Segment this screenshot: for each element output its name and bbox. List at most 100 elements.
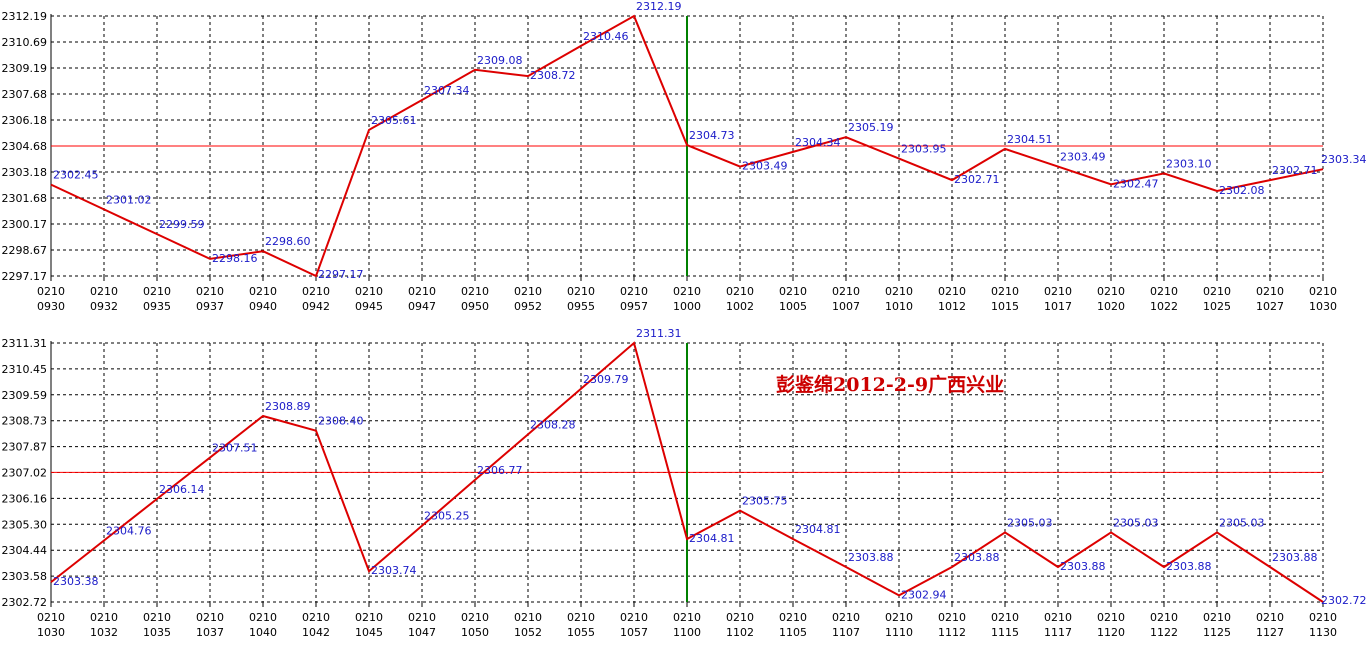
chart1-x-tick-date: 0210	[249, 285, 277, 298]
chart2-x-tick-label: 1120	[1097, 626, 1125, 639]
chart1-x-tick-date: 0210	[90, 285, 118, 298]
chart2-data-label: 2305.25	[424, 510, 470, 523]
chart1-x-tick-date: 0210	[1309, 285, 1337, 298]
chart1-x-tick-label: 0930	[37, 300, 65, 313]
chart1-y-tick-label: 2297.17	[2, 270, 48, 283]
chart2-x-tick-date: 0210	[514, 611, 542, 624]
chart1-x-tick-label: 0935	[143, 300, 171, 313]
chart2-data-label: 2303.88	[1272, 551, 1318, 564]
chart2-x-tick-date: 0210	[567, 611, 595, 624]
chart2-x-tick-date: 0210	[620, 611, 648, 624]
chart1-data-label: 2305.61	[371, 114, 417, 127]
chart2-x-tick-label: 1122	[1150, 626, 1178, 639]
chart1-x-tick-label: 0955	[567, 300, 595, 313]
chart1-data-label: 2303.95	[901, 143, 947, 156]
watermark-text: 彭鉴绵2012-2-9广西兴业	[776, 374, 1005, 396]
chart1-x-tick-date: 0210	[408, 285, 436, 298]
chart1-y-tick-label: 2301.68	[2, 192, 48, 205]
chart1-x-tick-date: 0210	[37, 285, 65, 298]
chart2-data-label: 2303.88	[954, 551, 1000, 564]
chart2-x-tick-date: 0210	[249, 611, 277, 624]
chart1-data-label: 2303.49	[1060, 151, 1106, 164]
chart2-x-tick-date: 0210	[885, 611, 913, 624]
chart1-x-tick-date: 0210	[1256, 285, 1284, 298]
chart1-data-label: 2303.49	[742, 160, 788, 173]
chart2-x-tick-label: 1037	[196, 626, 224, 639]
chart1-data-label: 2308.72	[530, 69, 576, 82]
chart1-x-tick-date: 0210	[143, 285, 171, 298]
chart2-x-tick-date: 0210	[1309, 611, 1337, 624]
chart2-x-tick-label: 1125	[1203, 626, 1231, 639]
chart1-y-tick-label: 2310.69	[2, 36, 48, 49]
chart1-x-tick-date: 0210	[355, 285, 383, 298]
chart1-x-tick-date: 0210	[1150, 285, 1178, 298]
chart1-data-label: 2304.73	[689, 129, 735, 142]
chart1-x-tick-date: 0210	[514, 285, 542, 298]
chart2-x-tick-label: 1115	[991, 626, 1019, 639]
chart1-x-tick-label: 1007	[832, 300, 860, 313]
chart1-data-label: 2302.71	[1272, 164, 1318, 177]
chart1-x-tick-label: 0940	[249, 300, 277, 313]
chart1-data-label: 2298.60	[265, 235, 311, 248]
chart1-y-tick-label: 2312.19	[2, 10, 48, 23]
chart1-x-tick-date: 0210	[1044, 285, 1072, 298]
chart2-x-tick-date: 0210	[726, 611, 754, 624]
chart2-x-tick-label: 1055	[567, 626, 595, 639]
chart2-x-tick-date: 0210	[408, 611, 436, 624]
chart2-data-label: 2303.88	[1166, 560, 1212, 573]
chart2-x-tick-date: 0210	[1203, 611, 1231, 624]
chart1-x-tick-date: 0210	[196, 285, 224, 298]
chart2-x-tick-label: 1127	[1256, 626, 1284, 639]
chart2-data-label: 2309.79	[583, 373, 629, 386]
chart1-data-label: 2305.19	[848, 121, 894, 134]
chart1-data-label: 2297.17	[318, 268, 364, 281]
chart1-y-tick-label: 2307.68	[2, 88, 48, 101]
chart2-x-tick-date: 0210	[938, 611, 966, 624]
chart1-data-label: 2302.08	[1219, 184, 1265, 197]
chart2-data-label: 2304.81	[689, 532, 735, 545]
chart1-y-tick-label: 2306.18	[2, 114, 48, 127]
chart1-series-line	[50, 14, 1324, 278]
chart2-x-tick-label: 1105	[779, 626, 807, 639]
chart1-x-tick-date: 0210	[673, 285, 701, 298]
chart1-x-tick-label: 1025	[1203, 300, 1231, 313]
chart2-data-label: 2303.38	[53, 575, 99, 588]
chart1-x-tick-label: 1020	[1097, 300, 1125, 313]
chart1-x-tick-date: 0210	[1097, 285, 1125, 298]
chart2-x-tick-date: 0210	[196, 611, 224, 624]
chart2-y-tick-label: 2307.02	[2, 467, 48, 480]
chart2-x-tick-label: 1102	[726, 626, 754, 639]
chart1-data-label: 2302.45	[53, 169, 99, 182]
chart2-y-tick-label: 2307.87	[2, 441, 48, 454]
chart1-data-label: 2310.46	[583, 30, 629, 43]
chart1-y-tick-label: 2304.68	[2, 140, 48, 153]
chart2-x-tick-date: 0210	[1256, 611, 1284, 624]
chart2-x-tick-label: 1117	[1044, 626, 1072, 639]
chart1-x-tick-date: 0210	[779, 285, 807, 298]
chart1-x-tick-date: 0210	[461, 285, 489, 298]
chart2-x-tick-date: 0210	[991, 611, 1019, 624]
chart1-data-label: 2304.34	[795, 136, 841, 149]
chart2-y-tick-label: 2306.16	[2, 492, 48, 505]
chart2-x-tick-label: 1130	[1309, 626, 1337, 639]
chart2-x-tick-label: 1110	[885, 626, 913, 639]
chart2-data-label: 2305.03	[1113, 516, 1159, 529]
chart2-data-label: 2308.40	[318, 415, 364, 428]
chart1-x-tick-date: 0210	[620, 285, 648, 298]
chart2-data-label: 2303.88	[1060, 560, 1106, 573]
chart2-y-tick-label: 2311.31	[2, 337, 48, 350]
chart2-x-tick-date: 0210	[302, 611, 330, 624]
chart1-x-tick-label: 0952	[514, 300, 542, 313]
chart2-x-tick-label: 1030	[37, 626, 65, 639]
chart1-x-tick-date: 0210	[991, 285, 1019, 298]
chart1-x-tick-label: 1002	[726, 300, 754, 313]
chart2-y-tick-label: 2309.59	[2, 389, 48, 402]
chart2-data-label: 2307.51	[212, 442, 258, 455]
chart2-x-tick-date: 0210	[1150, 611, 1178, 624]
chart1-x-tick-label: 1027	[1256, 300, 1284, 313]
chart2-y-tick-label: 2305.30	[2, 518, 48, 531]
chart2-data-label: 2303.74	[371, 564, 417, 577]
chart2-data-label: 2308.89	[265, 400, 311, 413]
chart1-x-tick-date: 0210	[567, 285, 595, 298]
chart2-x-tick-label: 1052	[514, 626, 542, 639]
